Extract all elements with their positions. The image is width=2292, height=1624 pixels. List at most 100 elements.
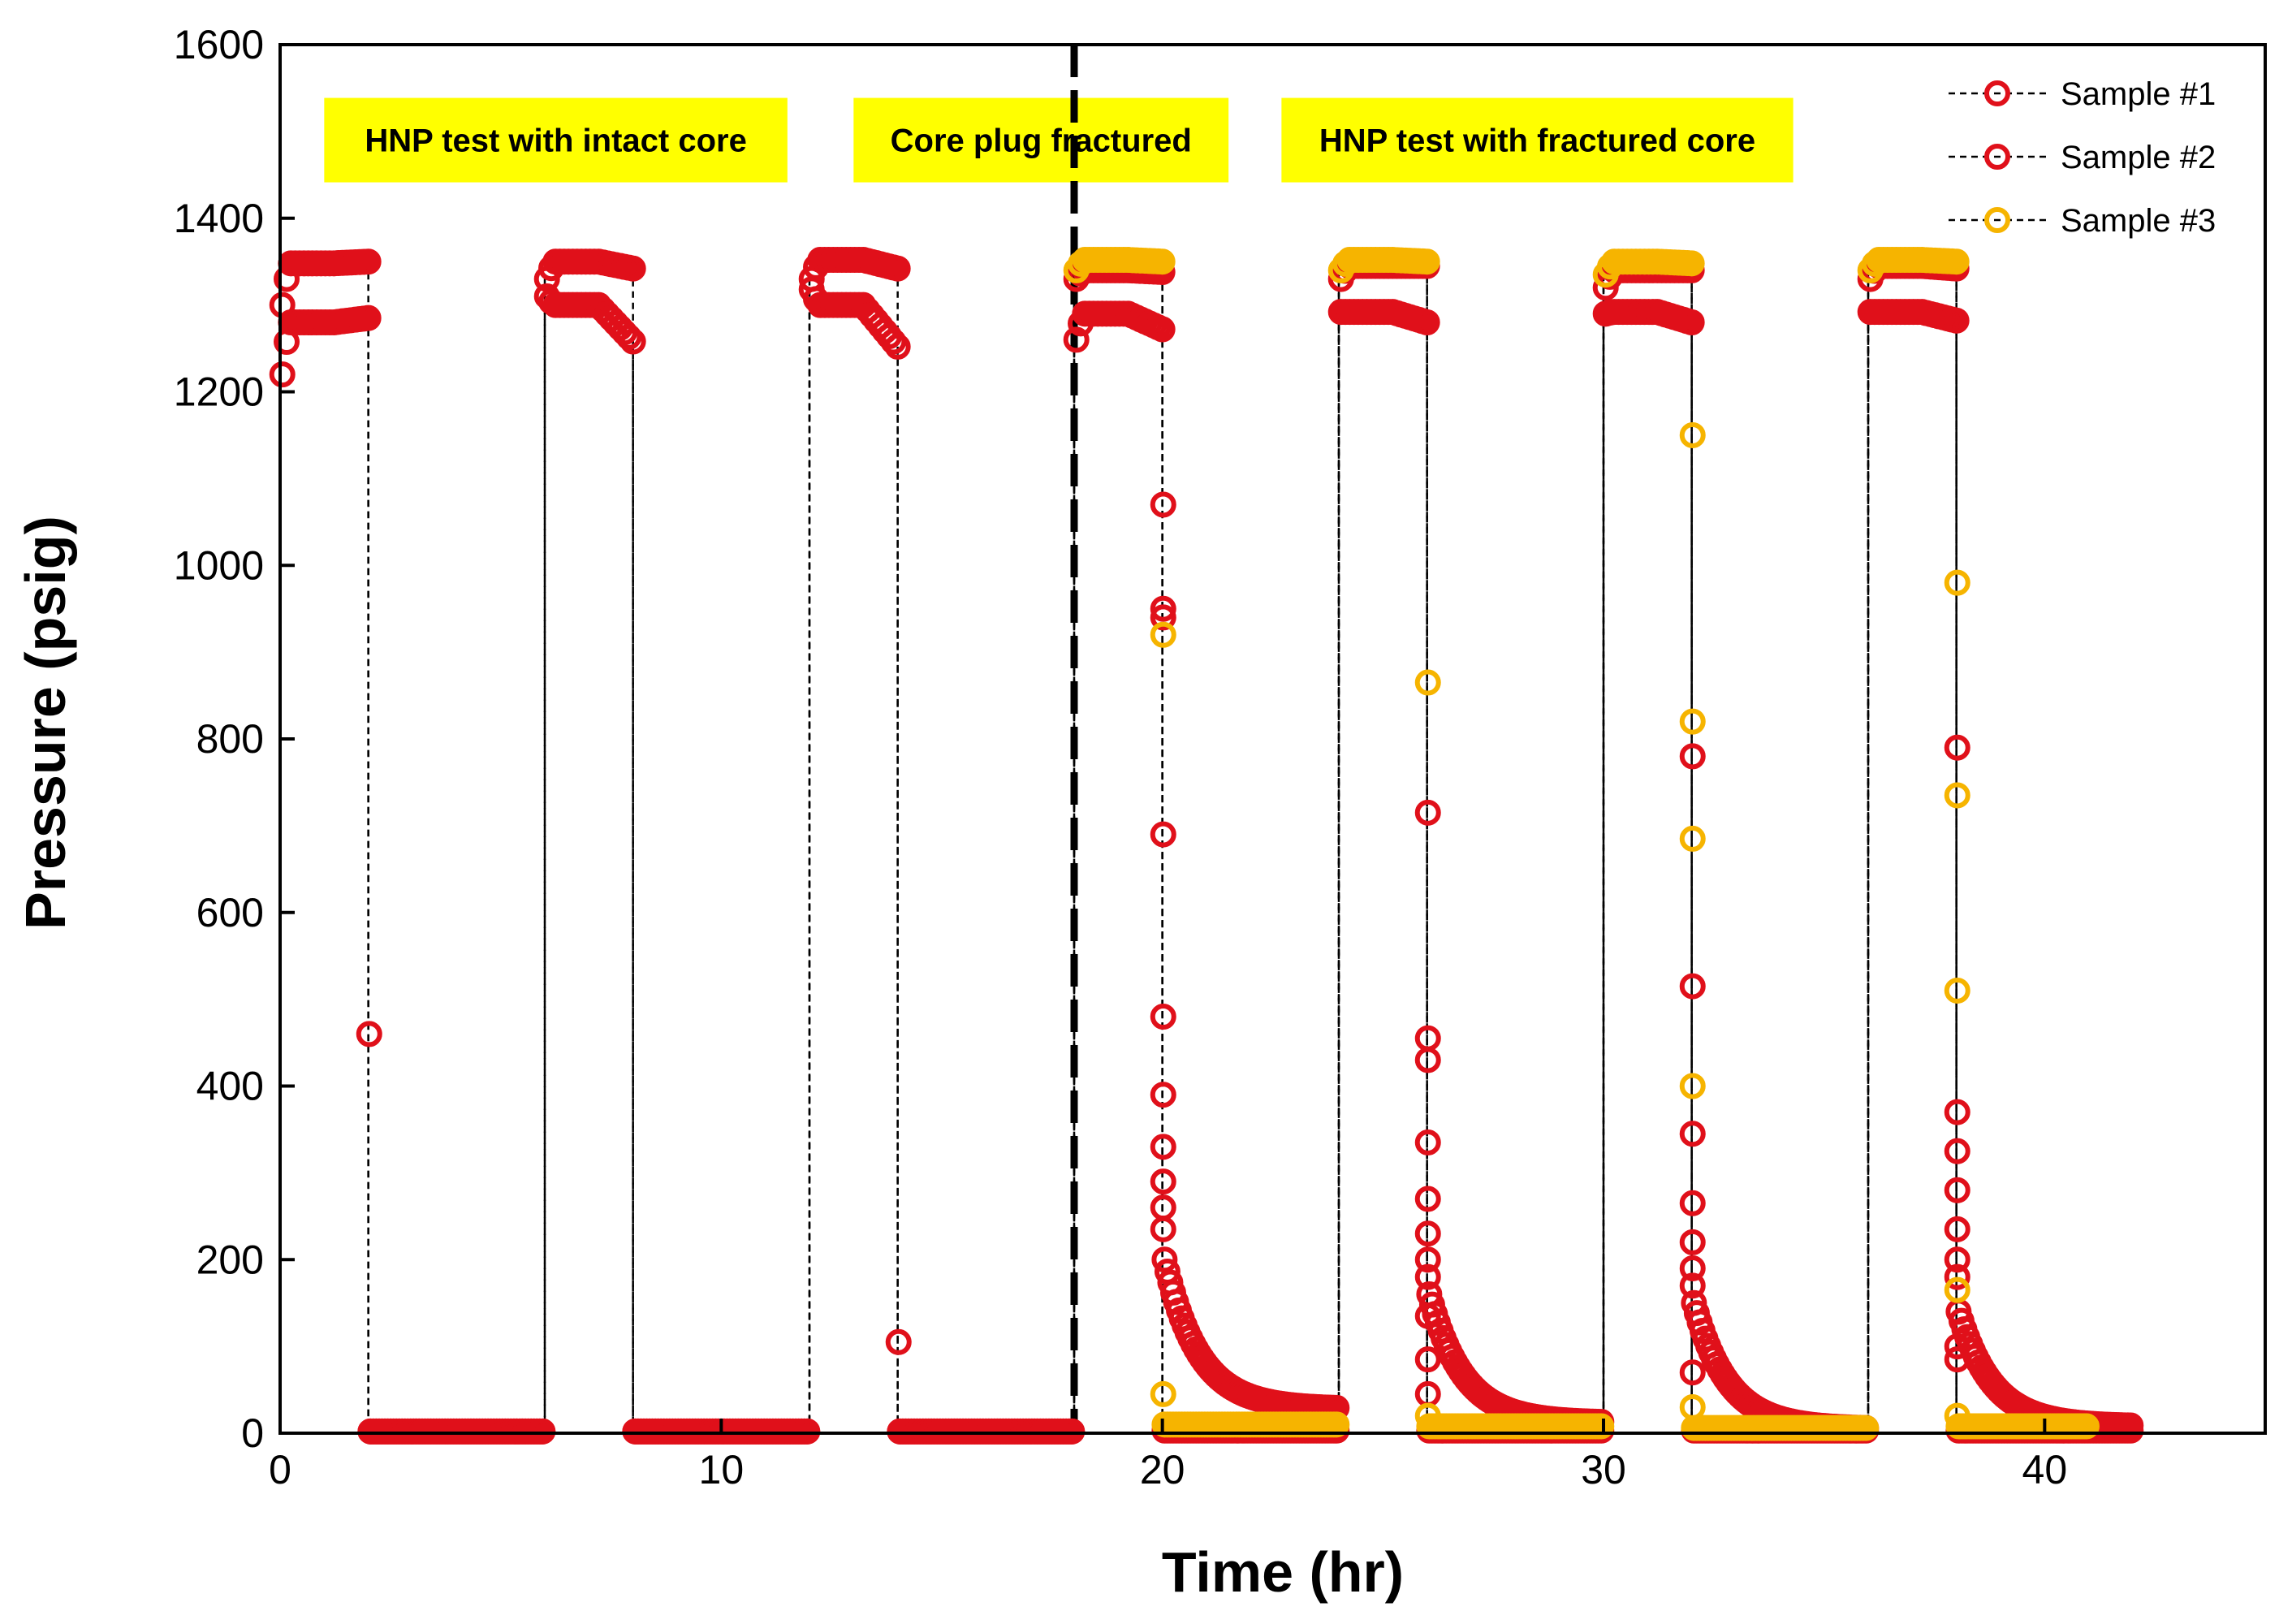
data-point-s1-614 [2117,1412,2144,1439]
data-point-s1-187 [885,1328,912,1355]
legend-marker-1 [1984,80,2010,106]
data-point-s1-276 [1150,1134,1176,1160]
annotation-box-1 [324,97,788,183]
data-point-s1-165 [794,1418,821,1445]
data-point-s1-365 [1414,1129,1441,1155]
data-point-s3-106 [1414,669,1441,696]
data-point-s3-279 [1944,977,1970,1004]
data-point-s1-280 [1151,1246,1178,1273]
data-point-s1-371 [1414,1346,1441,1373]
data-point-s1-273 [1150,821,1176,848]
x-tick-label-30: 30 [1581,1447,1626,1492]
data-point-s1-271 [1150,595,1176,622]
legend-label-2: Sample #2 [2061,140,2216,175]
data-point-s1-549 [1944,1216,1970,1242]
data-point-s1-548 [1944,1177,1970,1203]
legend: Sample #1 Sample #2 Sample #3 [1949,76,2216,239]
data-point-s3-280 [1944,1276,1970,1303]
x-axis-title: Time (hr) [1162,1540,1404,1604]
connector-lines-layer [278,45,1957,1433]
data-point-s1-454 [1678,309,1705,335]
data-point-s1-1 [269,361,296,388]
data-point-s1-458 [1679,1190,1706,1216]
data-point-s1-368 [1414,1246,1441,1273]
data-point-s1-362 [1414,799,1441,826]
data-point-s1-455 [1679,743,1706,770]
annotation-box-2 [853,97,1229,183]
data-point-s2-103 [619,255,646,282]
data-point-s3-84 [1323,1411,1350,1438]
y-tick-label-1200: 1200 [174,369,264,415]
x-tick-label-0: 0 [269,1447,291,1492]
data-point-s3-105 [1414,248,1440,275]
x-tick-label-10: 10 [699,1447,745,1492]
data-point-s1-186 [884,333,911,360]
data-point-s1-462 [1679,1359,1706,1386]
legend-marker-3 [1984,207,2010,233]
y-tick-label-600: 600 [196,890,264,935]
data-point-s3-168 [1588,1413,1615,1440]
data-point-s1-277 [1150,1168,1176,1195]
data-point-s1-551 [1944,1263,1970,1290]
annotation-text-1: HNP test with intact core [365,123,746,159]
data-point-s1-544 [1943,307,1970,334]
x-tick-label-20: 20 [1140,1447,1185,1492]
data-point-s1-275 [1150,1082,1176,1108]
data-point-s1-457 [1679,1121,1706,1147]
data-point-s3-190 [1679,421,1706,448]
data-point-s3-276 [1943,248,1970,275]
data-point-s1-364 [1414,1047,1441,1073]
y-tick-label-1000: 1000 [174,542,264,588]
data-point-s3-193 [1679,1073,1706,1099]
data-point-s1-547 [1944,1138,1970,1164]
data-point-s1-361 [1414,309,1440,335]
ticks-layer: 0 200 400 600 800 1000 1200 1400 1600 0 10 20 30 40 [174,22,2067,1492]
x-tick-label-40: 40 [2022,1447,2068,1492]
y-tick-label-400: 400 [196,1064,264,1109]
data-point-s3-278 [1944,782,1970,809]
data-point-s3-191 [1679,708,1706,735]
data-point-s1-279 [1150,1216,1176,1242]
annotation-layer: HNP test with intact core Core plug fract… [324,97,1793,183]
y-tick-label-200: 200 [196,1237,264,1282]
data-point-s1-550 [1944,1246,1970,1273]
data-point-s1-461 [1679,1272,1706,1299]
data-point-s3-192 [1679,825,1706,852]
data-point-s2-185 [884,255,911,282]
data-points-layer [269,247,2144,1445]
annotation-box-3 [1281,97,1793,183]
data-point-s3-255 [1853,1415,1880,1441]
data-point-s1-248 [1059,1418,1086,1445]
data-point-s1-269 [1149,316,1176,343]
y-tick-label-1600: 1600 [174,22,264,67]
data-point-s1-366 [1414,1186,1441,1212]
data-point-s3-342 [2073,1413,2100,1440]
legend-marker-2 [1984,144,2010,170]
y-tick-label-800: 800 [196,716,264,762]
data-point-s1-272 [1150,604,1176,631]
data-point-s1-21 [355,304,382,331]
y-tick-label-1400: 1400 [174,196,264,241]
data-point-s2-21 [355,248,382,275]
data-point-s1-456 [1679,973,1706,1000]
data-point-s1-369 [1414,1263,1441,1290]
data-point-s3-22 [1150,621,1176,648]
data-point-s1-83 [529,1418,556,1445]
data-point-s1-270 [1150,491,1176,518]
data-point-s1-459 [1679,1229,1706,1255]
data-point-s1-22 [356,1021,382,1047]
data-point-s1-367 [1414,1220,1441,1247]
data-point-s1-104 [619,328,646,355]
data-point-s3-189 [1678,250,1705,277]
data-point-s1-103 [615,323,642,350]
y-tick-label-0: 0 [241,1410,264,1456]
data-point-s1-546 [1944,1099,1970,1125]
legend-label-1: Sample #1 [2061,76,2216,112]
y-axis-title: Pressure (psig) [14,516,77,930]
annotation-text-2: Core plug fractured [891,123,1192,159]
data-point-s1-460 [1679,1255,1706,1281]
data-point-s3-23 [1150,1380,1176,1407]
data-point-s1-249 [1063,326,1090,353]
data-point-s3-21 [1149,248,1176,275]
